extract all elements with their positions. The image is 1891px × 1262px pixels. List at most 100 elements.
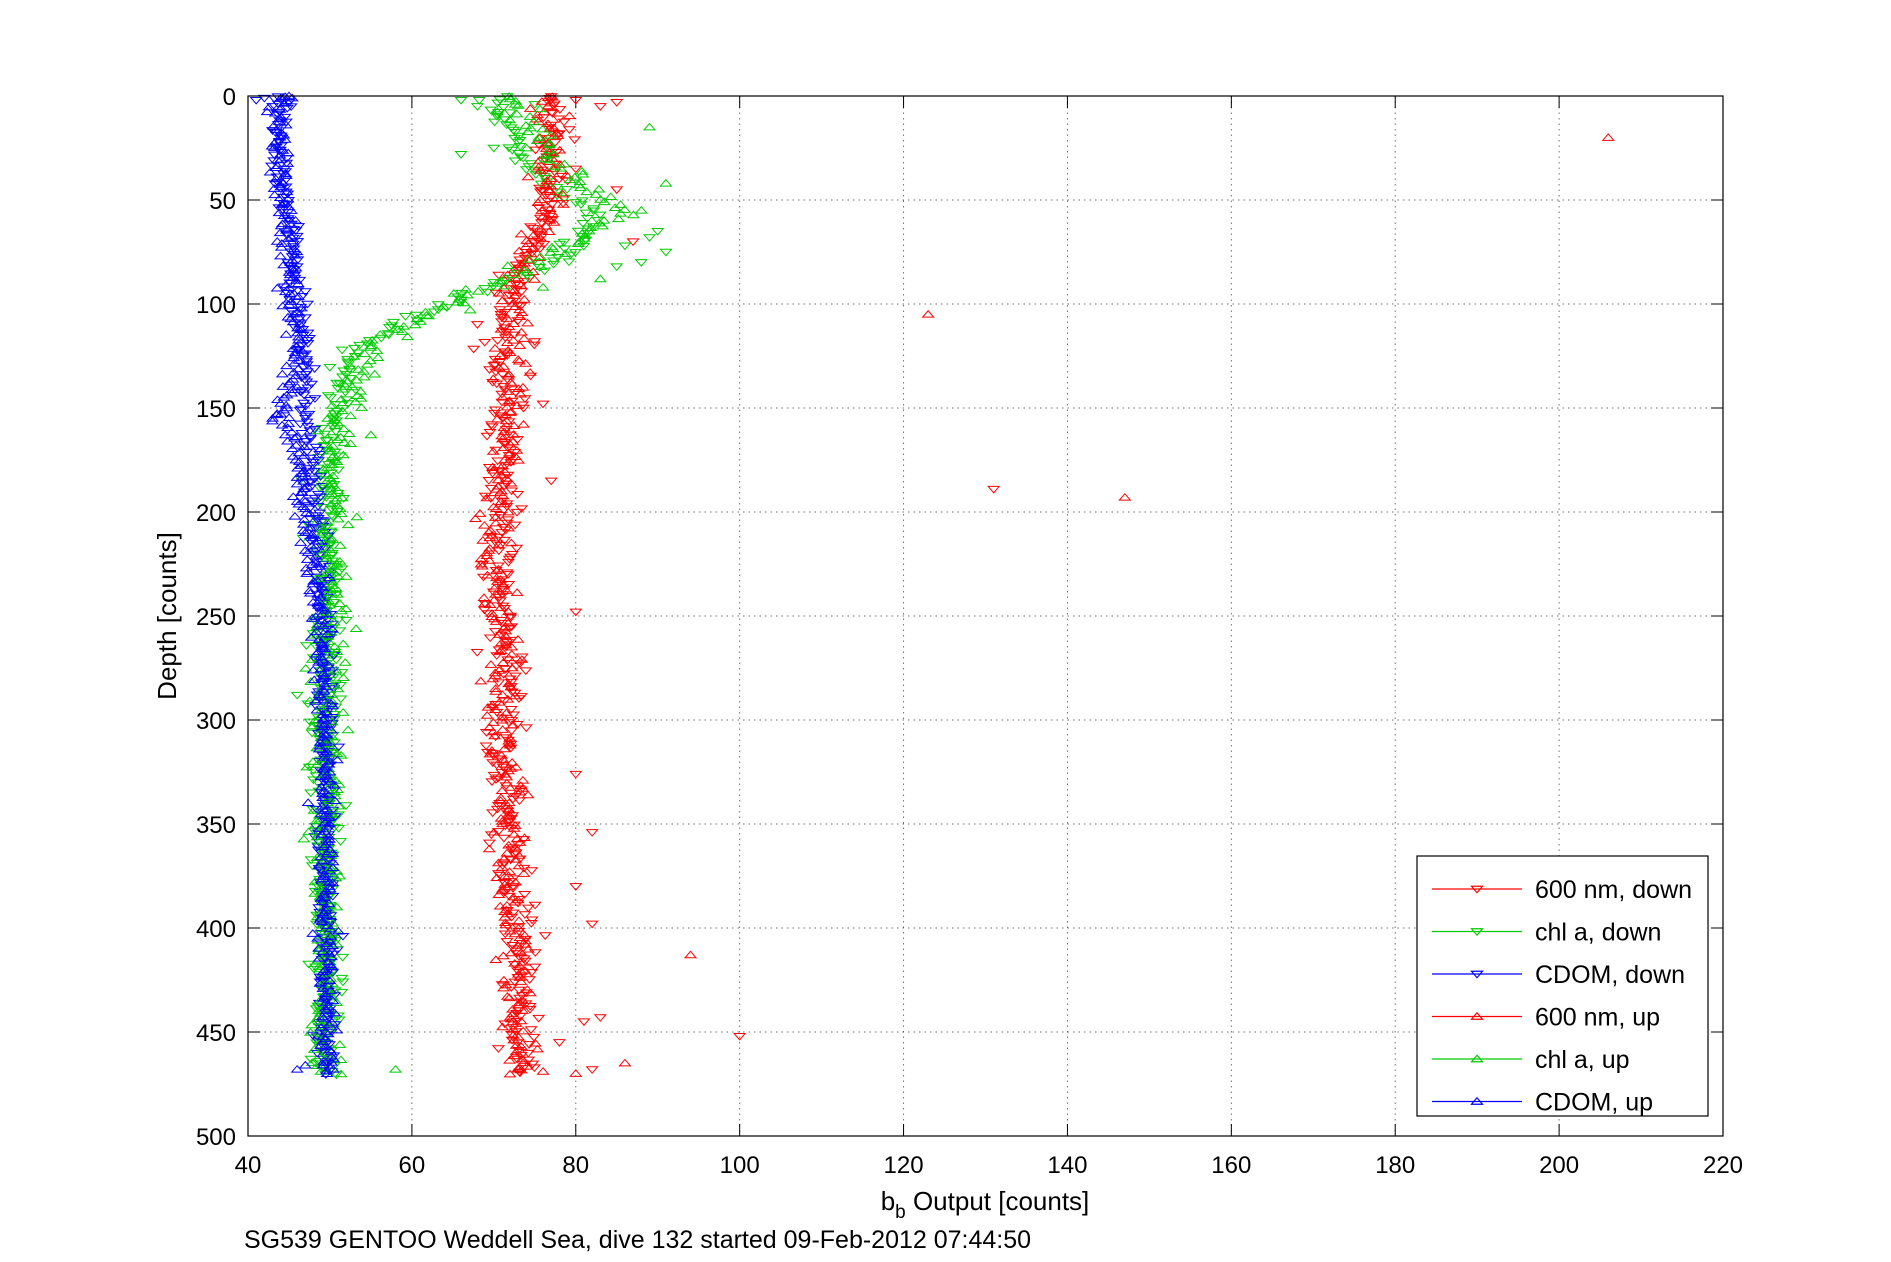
legend-marker [1470,1011,1484,1020]
data-point [295,346,309,355]
data-point [287,358,301,367]
data-point [503,94,517,103]
data-point [327,780,341,789]
data-point [539,150,553,159]
data-point [519,724,533,733]
data-point [499,416,513,425]
data-point [306,533,320,542]
data-point [502,653,516,662]
data-point [485,423,499,432]
data-point [364,430,378,439]
data-point [280,225,294,234]
data-point [534,165,548,174]
data-point [651,227,665,236]
data-point [505,757,519,766]
data-point [322,899,336,907]
data-point [274,242,289,251]
data-point [538,932,552,940]
data-point [330,559,344,568]
data-point [316,669,331,677]
data-point [497,443,511,451]
data-point [313,484,327,493]
data-point [298,497,312,505]
data-point [370,346,384,354]
data-point [280,159,294,168]
data-point [498,888,512,897]
data-point [343,411,358,420]
data-point [336,673,351,682]
data-point [304,380,319,389]
y-tick-labels: 0 50 100 150 200 250 300 350 400 450 500 [196,84,236,1151]
data-point [496,725,510,733]
data-point [297,476,311,485]
data-point [511,967,525,976]
data-point [487,771,501,780]
data-point [493,901,507,910]
data-point [318,538,332,547]
data-point [323,819,337,828]
data-point [324,581,338,590]
data-point [497,744,511,753]
data-point [331,486,345,494]
data-point [501,694,515,703]
data-point [513,341,527,349]
data-point [271,100,285,109]
data-point [545,209,560,218]
data-point [547,260,561,269]
data-point [536,400,550,409]
data-point [324,725,339,734]
data-point [520,143,534,152]
data-point [398,313,413,321]
data-point [291,364,305,373]
data-point [642,122,657,131]
data-point [494,512,508,520]
data-point [553,145,567,154]
data-point [485,609,499,617]
data-point [328,796,342,804]
data-point [504,278,518,287]
data-point [314,1023,328,1031]
data-point [522,256,536,264]
data-point [295,488,309,496]
data-point [315,722,330,730]
data-point [320,804,334,813]
data-point [489,955,503,964]
data-point [292,315,306,324]
data-point [485,700,500,709]
data-point [505,1004,520,1013]
data-point [505,379,519,388]
data-point [320,553,334,562]
data-point [542,185,557,194]
data-point [311,457,326,465]
x-tick-label: 40 [235,1152,262,1179]
data-point [518,254,532,263]
data-point [388,1064,403,1073]
data-point [476,535,490,544]
grid-lines [248,96,1723,1136]
data-point [492,271,506,280]
data-point [322,759,336,768]
data-point [314,664,328,673]
data-point [294,538,308,546]
data-point [316,714,330,723]
data-point [610,99,624,107]
data-point [298,504,312,513]
data-point [313,824,327,832]
data-point [311,935,325,944]
data-point [312,536,326,545]
data-point [330,647,344,656]
data-point [497,975,511,984]
data-point [542,145,556,154]
data-point [309,649,323,658]
data-point [502,450,516,458]
data-point [303,433,317,442]
data-point [557,238,571,247]
data-point [502,523,516,532]
data-point [374,334,388,343]
data-point [492,697,506,706]
data-point [363,337,377,346]
data-point [277,211,291,219]
data-point [310,705,324,714]
legend-marker [1470,885,1484,894]
data-point [496,602,510,611]
